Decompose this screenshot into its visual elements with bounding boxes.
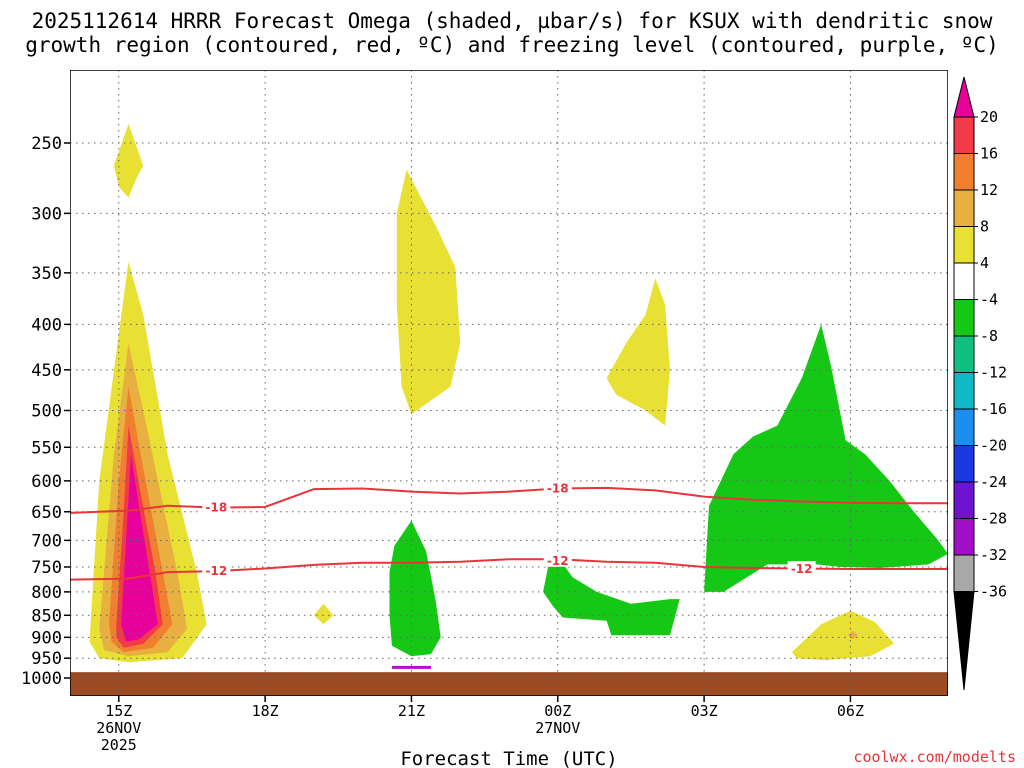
y-tick-label-350: 350 [31, 264, 62, 284]
y-tick-label-600: 600 [31, 472, 62, 492]
colorbar-swatch-4 [953, 226, 975, 264]
y-tick-label-450: 450 [31, 361, 62, 381]
dgz-contour-label-bg-4 [787, 561, 816, 576]
x-tick-label-03Z: 03Z [691, 702, 718, 720]
colorbar-swatch-5 [953, 262, 975, 300]
x-tick-label-21Z: 21Z [398, 702, 425, 720]
dgz-contour-label-bg-0 [202, 499, 231, 514]
x-tick-label-18Z: 18Z [252, 702, 279, 720]
omega-region-13 [704, 324, 948, 592]
colorbar-label-7: -12 [980, 364, 1007, 382]
grid-lines [70, 70, 948, 696]
y-tick-label-400: 400 [31, 315, 62, 335]
y-tick-label-950: 950 [31, 649, 62, 669]
omega-region-7 [396, 169, 461, 415]
x-tick-label-15Z: 15Z [105, 702, 132, 720]
colorbar-swatch-3 [953, 189, 975, 227]
omega-region-8 [606, 278, 670, 426]
omega-region-11 [389, 520, 441, 657]
colorbar-label-8: -16 [980, 400, 1007, 418]
colorbar-label-3: 8 [980, 218, 989, 236]
colorbar-swatch-11 [953, 481, 975, 519]
x-tick-date-00Z: 27NOV [535, 719, 580, 737]
colorbar: 20 16 12 8 4 -4 -8 -12 -16 -20 -24 -28 -32 -36 [953, 76, 1007, 691]
colorbar-swatch-2 [953, 153, 975, 191]
colorbar-label-12: -32 [980, 546, 1007, 564]
dgz-contour-label-bg-2 [202, 563, 231, 578]
colorbar-label-11: -28 [980, 510, 1007, 528]
colorbar-bottom-arrow [953, 591, 975, 691]
dgz-contour-label-0: -18 [205, 501, 227, 515]
colorbar-top-arrow [953, 76, 975, 118]
colorbar-swatch-8 [953, 372, 975, 410]
y-tick-label-700: 700 [31, 531, 62, 551]
dgz-contour-label-bg-1 [543, 480, 572, 495]
omega-shaded-regions [89, 124, 948, 663]
colorbar-swatch-13 [953, 554, 975, 592]
dgz-contour-label-2: -12 [205, 564, 227, 578]
omega-region-5 [113, 124, 144, 198]
plot-area: -18 -18 -12 -12 -12 [70, 70, 948, 696]
omega-region-4 [121, 454, 158, 642]
x-tick-label-06Z: 06Z [837, 702, 864, 720]
y-tick-label-800: 800 [31, 583, 62, 603]
y-tick-label-250: 250 [31, 134, 62, 154]
colorbar-swatch-6 [953, 299, 975, 337]
y-tick-label-300: 300 [31, 204, 62, 224]
y-tick-label-750: 750 [31, 558, 62, 578]
ground-fill [70, 672, 948, 696]
colorbar-label-0: 20 [980, 108, 998, 126]
dgz-contour-label-1: -18 [547, 482, 569, 496]
y-tick-label-500: 500 [31, 402, 62, 422]
dgz-contour-label-4: -12 [791, 562, 813, 576]
chart-title-line-1: 2025112614 HRRR Forecast Omega (shaded, … [32, 9, 993, 33]
colorbar-swatch-9 [953, 408, 975, 446]
colorbar-label-6: -8 [980, 327, 998, 345]
y-axis-ticks: 2503003504004505005506006507007508008509… [21, 134, 70, 689]
omega-region-6 [313, 603, 334, 625]
colorbar-label-4: 4 [980, 254, 989, 272]
y-tick-label-650: 650 [31, 503, 62, 523]
dgz-contours: -18 -18 -12 -12 -12 [70, 480, 948, 581]
dgz-contour-label-3: -12 [547, 554, 569, 568]
colorbar-label-10: -24 [980, 473, 1007, 491]
colorbar-swatch-12 [953, 518, 975, 556]
y-tick-label-1000: 1000 [21, 669, 62, 689]
x-tick-date-15Z: 26NOV [96, 719, 141, 737]
omega-region-9 [791, 610, 895, 661]
colorbar-label-13: -36 [980, 583, 1007, 601]
ground-surface [70, 672, 948, 696]
colorbar-swatch-10 [953, 445, 975, 483]
x-tick-label-00Z: 00Z [544, 702, 571, 720]
colorbar-label-1: 16 [980, 145, 998, 163]
x-axis-label: Forecast Time (UTC) [400, 748, 617, 768]
y-tick-label-850: 850 [31, 606, 62, 626]
colorbar-label-9: -20 [980, 437, 1007, 455]
colorbar-swatch-7 [953, 335, 975, 373]
dgz-contour-label-bg-3 [543, 552, 572, 567]
y-tick-label-550: 550 [31, 438, 62, 458]
y-tick-label-900: 900 [31, 628, 62, 648]
credit-text: coolwx.com/modelts [853, 748, 1016, 766]
chart-title-line-2: growth region (contoured, red, ºC) and f… [25, 33, 999, 57]
colorbar-label-2: 12 [980, 181, 998, 199]
colorbar-swatch-1 [953, 116, 975, 154]
omega-region-12 [543, 556, 680, 636]
x-tick-year-15Z: 2025 [101, 736, 137, 754]
colorbar-label-5: -4 [980, 291, 998, 309]
